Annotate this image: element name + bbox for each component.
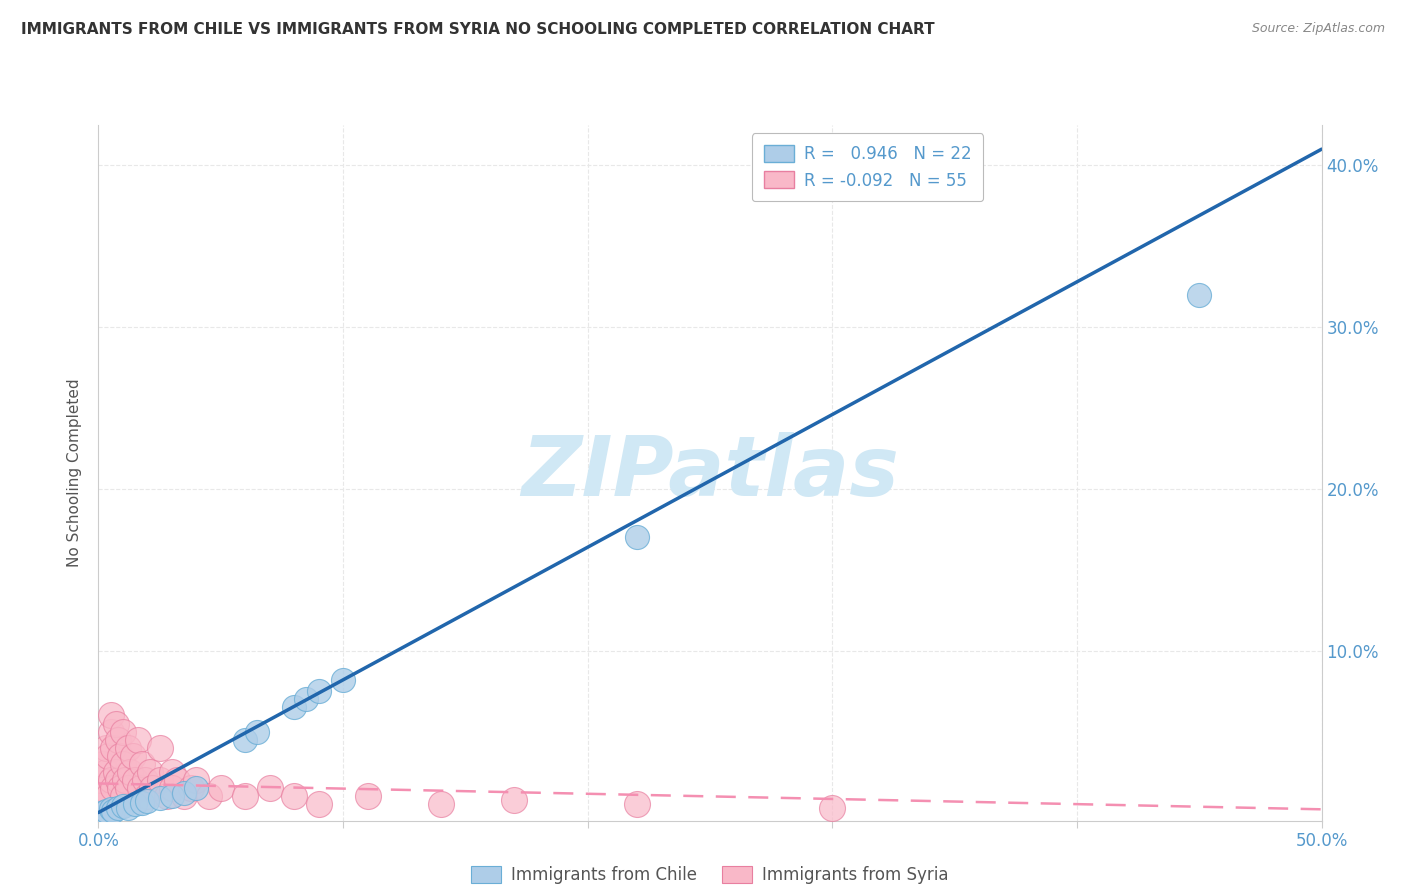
Point	[117, 800, 139, 814]
Point	[107, 732, 129, 747]
Point	[160, 789, 183, 804]
Point	[186, 781, 208, 796]
Point	[124, 773, 146, 788]
Point	[107, 773, 129, 788]
Point	[117, 781, 139, 796]
Point	[90, 773, 112, 788]
Point	[430, 797, 453, 812]
Point	[136, 794, 159, 808]
Point	[295, 692, 318, 706]
Y-axis label: No Schooling Completed: No Schooling Completed	[67, 378, 83, 567]
Point	[117, 740, 139, 755]
Point	[110, 781, 132, 796]
Point	[94, 740, 117, 755]
Point	[209, 781, 232, 796]
Point	[90, 805, 112, 820]
Point	[91, 781, 114, 796]
Point	[503, 792, 526, 806]
Point	[100, 724, 122, 739]
Point	[160, 765, 183, 780]
Point	[166, 773, 188, 788]
Point	[131, 757, 153, 772]
Point	[186, 773, 208, 788]
Point	[124, 797, 146, 812]
Point	[87, 789, 110, 804]
Point	[111, 757, 134, 772]
Point	[156, 789, 179, 804]
Point	[97, 748, 120, 763]
Point	[100, 708, 122, 723]
Point	[283, 789, 305, 804]
Point	[100, 802, 122, 816]
Point	[180, 781, 202, 796]
Point	[111, 799, 134, 814]
Legend: Immigrants from Chile, Immigrants from Syria: Immigrants from Chile, Immigrants from S…	[463, 857, 957, 892]
Point	[111, 789, 134, 804]
Point	[233, 789, 256, 804]
Point	[173, 789, 195, 804]
Point	[283, 700, 305, 714]
Point	[111, 724, 134, 739]
Point	[139, 765, 162, 780]
Point	[129, 781, 152, 796]
Point	[626, 797, 648, 812]
Point	[160, 781, 183, 796]
Point	[134, 773, 156, 788]
Point	[356, 789, 378, 804]
Point	[131, 796, 153, 810]
Point	[104, 765, 127, 780]
Point	[107, 800, 129, 814]
Point	[121, 748, 143, 763]
Point	[101, 781, 124, 796]
Point	[127, 732, 149, 747]
Point	[101, 740, 124, 755]
Point	[308, 684, 330, 698]
Point	[149, 740, 172, 755]
Point	[104, 716, 127, 731]
Point	[246, 724, 269, 739]
Point	[94, 765, 117, 780]
Point	[97, 789, 120, 804]
Point	[1188, 287, 1211, 301]
Text: ZIPatlas: ZIPatlas	[522, 433, 898, 513]
Text: IMMIGRANTS FROM CHILE VS IMMIGRANTS FROM SYRIA NO SCHOOLING COMPLETED CORRELATIO: IMMIGRANTS FROM CHILE VS IMMIGRANTS FROM…	[21, 22, 935, 37]
Point	[100, 773, 122, 788]
Point	[332, 673, 354, 687]
Point	[136, 789, 159, 804]
Point	[141, 781, 163, 796]
Point	[308, 797, 330, 812]
Point	[259, 781, 281, 796]
Point	[233, 732, 256, 747]
Point	[120, 765, 142, 780]
Point	[626, 531, 648, 545]
Point	[197, 789, 219, 804]
Point	[149, 791, 172, 805]
Point	[101, 804, 124, 818]
Point	[149, 773, 172, 788]
Point	[94, 804, 117, 818]
Point	[821, 800, 844, 814]
Point	[91, 757, 114, 772]
Text: Source: ZipAtlas.com: Source: ZipAtlas.com	[1251, 22, 1385, 36]
Point	[110, 748, 132, 763]
Point	[173, 786, 195, 800]
Point	[114, 773, 136, 788]
